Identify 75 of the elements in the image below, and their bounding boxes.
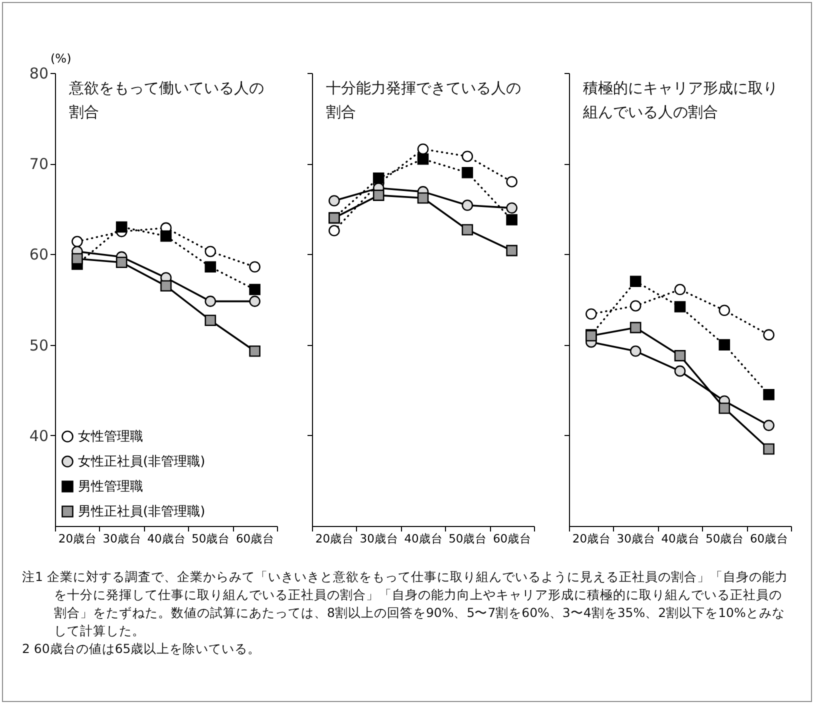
point bbox=[204, 261, 216, 273]
point bbox=[204, 314, 216, 326]
legend-label: 男性管理職 bbox=[78, 480, 143, 494]
x-tick-label: 30歳台 bbox=[102, 532, 142, 546]
x-tick-label: 20歳台 bbox=[315, 532, 354, 546]
legend-label: 男性正社員(非管理職) bbox=[78, 504, 206, 520]
point bbox=[249, 345, 260, 357]
point bbox=[417, 153, 429, 165]
x-tick-label: 60歳台 bbox=[236, 532, 275, 546]
point bbox=[328, 195, 340, 206]
x-tick-label: 40歳台 bbox=[147, 532, 186, 546]
point bbox=[249, 296, 260, 307]
x-tick-label: 60歳台 bbox=[750, 532, 789, 546]
point bbox=[204, 246, 216, 258]
y-tick-label: 40 bbox=[29, 426, 48, 445]
text: 十分能力発揮できている人の割合 bbox=[326, 79, 521, 121]
text: 2 60歳台の値は65歳以上を除いている。 bbox=[22, 640, 262, 658]
point bbox=[630, 346, 642, 357]
point bbox=[718, 339, 730, 350]
point bbox=[506, 244, 518, 256]
point bbox=[674, 284, 686, 296]
y-axis-title: (%) bbox=[50, 52, 72, 66]
point bbox=[372, 190, 384, 201]
legend-label: 女性管理職 bbox=[78, 430, 143, 444]
x-tick-label: 50歳台 bbox=[706, 532, 744, 546]
x-tick-label: 20歳台 bbox=[58, 532, 98, 546]
point bbox=[718, 402, 730, 414]
point bbox=[630, 300, 642, 312]
point bbox=[249, 261, 260, 273]
x-tick-label: 40歳台 bbox=[404, 532, 443, 546]
point bbox=[328, 225, 340, 236]
point bbox=[674, 301, 686, 312]
point bbox=[72, 253, 83, 264]
x-tick-label: 60歳台 bbox=[492, 532, 532, 546]
point bbox=[160, 280, 172, 292]
y-tick-label: 50 bbox=[29, 336, 48, 354]
point bbox=[630, 322, 642, 334]
point bbox=[586, 308, 597, 320]
point bbox=[674, 350, 686, 362]
point bbox=[417, 143, 429, 155]
point bbox=[763, 329, 774, 340]
point bbox=[763, 420, 774, 432]
point bbox=[462, 200, 474, 211]
x-tick-label: 50歳台 bbox=[448, 532, 488, 546]
point bbox=[462, 150, 474, 162]
point bbox=[763, 388, 774, 400]
point bbox=[462, 224, 474, 236]
point bbox=[674, 365, 686, 377]
point bbox=[763, 443, 774, 455]
point bbox=[630, 276, 642, 288]
text: 積極的にキャリア形成に取り組んでいる人の割合 bbox=[582, 79, 778, 121]
text: 注1 企業に対する調査で、企業からみて「いきいきと意欲をもって仕事に取り組んでいるように見える正社員の割合」「自身の能力を十分に発揮して仕事に取り組んでいる正社員の割合」「自身の能力向上やキャリア形成に積極的に取り組んでいる正社員の割合」をたずねた。数値の試算にあたっては、8割以上の回答を90%、5〜7割を60%、3〜4割を35%、2割以下を10%とみなして計算した。 bbox=[22, 568, 789, 640]
point bbox=[372, 172, 384, 184]
point bbox=[417, 192, 429, 204]
point bbox=[506, 214, 518, 226]
y-tick-label: 70 bbox=[29, 155, 48, 174]
x-tick-label: 30歳台 bbox=[616, 532, 656, 546]
legend-label: 女性正社員(非管理職) bbox=[78, 454, 206, 470]
point bbox=[72, 236, 83, 248]
y-tick-label: 60 bbox=[29, 246, 48, 264]
point bbox=[249, 284, 260, 296]
point bbox=[204, 296, 216, 307]
point bbox=[506, 176, 518, 188]
x-tick-label: 20歳台 bbox=[572, 532, 612, 546]
point bbox=[116, 256, 128, 268]
point bbox=[718, 304, 730, 316]
x-tick-label: 40歳台 bbox=[661, 532, 700, 546]
text: 意欲をもって働いている人の割合 bbox=[68, 79, 264, 121]
y-tick-label: 80 bbox=[29, 64, 48, 82]
point bbox=[160, 230, 172, 242]
point bbox=[462, 167, 474, 178]
point bbox=[506, 202, 518, 214]
point bbox=[116, 221, 128, 233]
x-tick-label: 50歳台 bbox=[192, 532, 230, 546]
x-tick-label: 30歳台 bbox=[360, 532, 398, 546]
